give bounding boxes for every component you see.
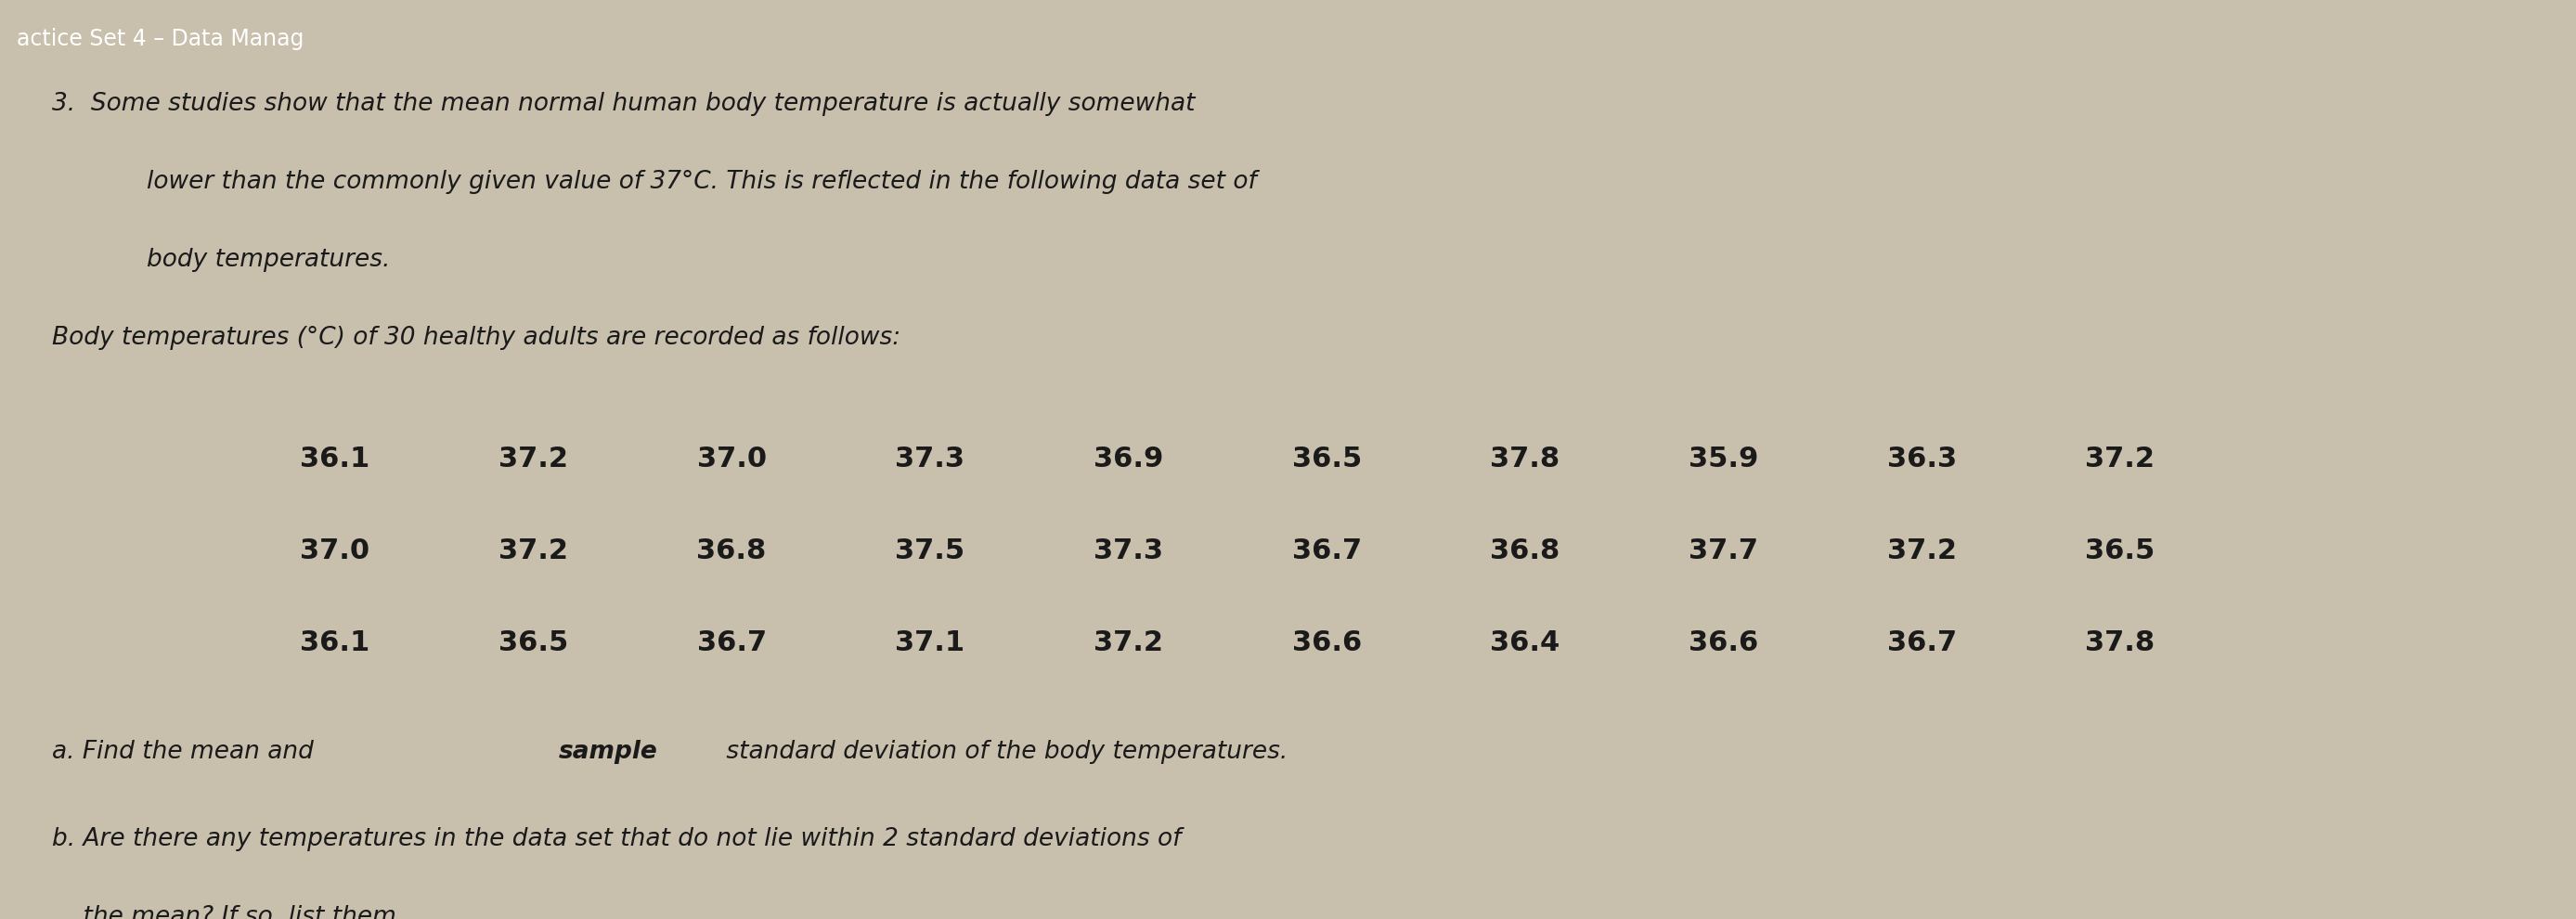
Text: 37.2: 37.2: [497, 538, 569, 564]
Text: 37.0: 37.0: [696, 446, 768, 472]
Text: 36.1: 36.1: [299, 446, 371, 472]
Text: 36.3: 36.3: [1886, 446, 1958, 472]
Text: 35.9: 35.9: [1687, 446, 1759, 472]
Text: 37.3: 37.3: [894, 446, 966, 472]
Text: 37.1: 37.1: [894, 630, 966, 656]
Text: 37.8: 37.8: [1489, 446, 1561, 472]
Text: 37.3: 37.3: [1092, 538, 1164, 564]
Text: 36.8: 36.8: [696, 538, 768, 564]
Text: 37.0: 37.0: [299, 538, 371, 564]
Text: 36.8: 36.8: [1489, 538, 1561, 564]
Text: 37.7: 37.7: [1687, 538, 1759, 564]
Text: 36.5: 36.5: [2084, 538, 2156, 564]
Text: b. Are there any temperatures in the data set that do not lie within 2 standard : b. Are there any temperatures in the dat…: [52, 827, 1180, 851]
Text: 36.5: 36.5: [497, 630, 569, 656]
Text: standard deviation of the body temperatures.: standard deviation of the body temperatu…: [719, 740, 1288, 764]
Text: 36.7: 36.7: [1291, 538, 1363, 564]
Text: 37.2: 37.2: [497, 446, 569, 472]
Text: 36.9: 36.9: [1092, 446, 1164, 472]
Text: Body temperatures (°C) of 30 healthy adults are recorded as follows:: Body temperatures (°C) of 30 healthy adu…: [52, 326, 899, 350]
Text: 37.2: 37.2: [1092, 630, 1164, 656]
Text: 36.1: 36.1: [299, 630, 371, 656]
Text: body temperatures.: body temperatures.: [147, 248, 392, 272]
Text: 3.  Some studies show that the mean normal human body temperature is actually so: 3. Some studies show that the mean norma…: [52, 92, 1195, 116]
Text: 36.7: 36.7: [1886, 630, 1958, 656]
Text: sample: sample: [559, 740, 657, 764]
Text: 36.7: 36.7: [696, 630, 768, 656]
Text: 36.4: 36.4: [1489, 630, 1561, 656]
Text: 37.8: 37.8: [2084, 630, 2156, 656]
Text: 36.6: 36.6: [1291, 630, 1363, 656]
Text: 37.2: 37.2: [1886, 538, 1958, 564]
Text: lower than the commonly given value of 37°C. This is reflected in the following : lower than the commonly given value of 3…: [147, 170, 1257, 194]
Text: actice Set 4 – Data Manag: actice Set 4 – Data Manag: [15, 28, 304, 51]
Text: 36.5: 36.5: [1291, 446, 1363, 472]
Text: 37.2: 37.2: [2084, 446, 2156, 472]
Text: 37.5: 37.5: [894, 538, 966, 564]
Text: 36.6: 36.6: [1687, 630, 1759, 656]
Text: a. Find the mean and: a. Find the mean and: [52, 740, 322, 764]
Text: the mean? If so, list them.: the mean? If so, list them.: [52, 905, 404, 919]
